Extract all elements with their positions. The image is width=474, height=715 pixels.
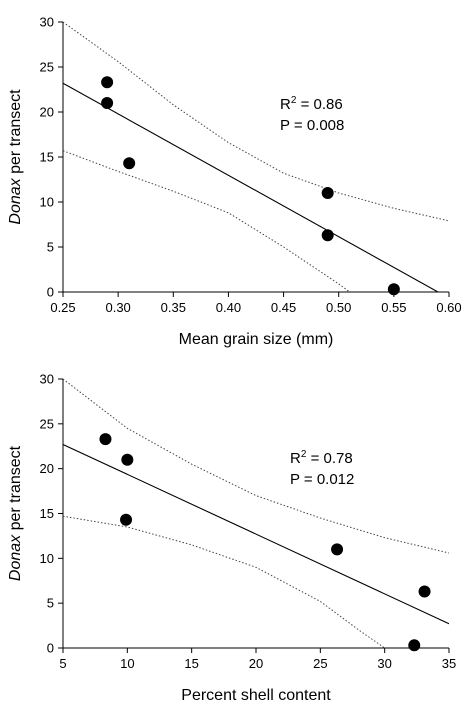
x-tick-label: 5 xyxy=(59,656,66,671)
y-tick-label: 5 xyxy=(47,596,54,611)
y-tick-label: 5 xyxy=(47,240,54,255)
y-tick-label: 0 xyxy=(47,641,54,656)
x-tick-label: 35 xyxy=(442,656,456,671)
x-tick-label: 30 xyxy=(377,656,391,671)
y-tick-label: 10 xyxy=(40,195,54,210)
x-tick-label: 0.40 xyxy=(216,300,241,315)
data-point xyxy=(387,283,400,296)
y-tick-label: 20 xyxy=(40,105,54,120)
r-squared-label: R2 = 0.86 xyxy=(280,95,343,113)
y-tick-label: 10 xyxy=(40,551,54,566)
r-squared-superscript: 2 xyxy=(301,449,307,460)
data-point xyxy=(120,513,133,526)
data-point xyxy=(418,585,431,598)
y-axis-title-italic: Donax xyxy=(7,177,24,224)
y-tick-label: 25 xyxy=(40,60,54,75)
x-tick-label: 0.50 xyxy=(326,300,351,315)
regression-line xyxy=(63,443,449,625)
ci-lower-line xyxy=(63,150,350,292)
r-squared-symbol: R xyxy=(290,450,301,467)
data-point xyxy=(99,433,112,446)
y-tick-label: 30 xyxy=(40,15,54,30)
y-axis-title: Donax per transect xyxy=(7,445,24,581)
panel-grain-size: 0 5 10 15 20 25 30 0.25 0.30 0.35 0.40 0.45 0.50 0.55… xyxy=(7,15,462,349)
r-squared-symbol: R xyxy=(280,96,291,113)
data-point xyxy=(123,157,136,170)
ci-upper-line xyxy=(63,378,449,554)
y-tick-label: 15 xyxy=(40,506,54,521)
x-tick-label: 0.60 xyxy=(436,300,461,315)
x-tick-label: 25 xyxy=(313,656,327,671)
x-axis-title: Mean grain size (mm) xyxy=(179,331,334,348)
data-point xyxy=(121,453,134,466)
x-tick-label: 0.55 xyxy=(381,300,406,315)
y-axis-title-rest: per transect xyxy=(7,445,24,534)
data-point xyxy=(331,543,344,556)
x-tick-label: 15 xyxy=(184,656,198,671)
data-point xyxy=(321,187,334,199)
y-axis-title-rest: per transect xyxy=(7,89,24,178)
y-axis-title: Donax per transect xyxy=(7,89,24,225)
y-tick-label: 0 xyxy=(47,285,54,300)
x-tick-label: 10 xyxy=(120,656,134,671)
r-squared-label: R2 = 0.78 xyxy=(290,449,353,467)
x-tick-label: 0.25 xyxy=(50,300,75,315)
y-tick-label: 30 xyxy=(40,372,54,387)
y-tick-label: 20 xyxy=(40,461,54,476)
x-tick-label: 0.45 xyxy=(271,300,296,315)
data-point xyxy=(321,229,334,242)
r-squared-value: = 0.78 xyxy=(306,450,352,467)
r-squared-superscript: 2 xyxy=(291,95,297,106)
p-value-label: P = 0.008 xyxy=(280,117,344,134)
data-point xyxy=(101,97,114,109)
data-point xyxy=(101,76,114,89)
x-tick-label: 0.35 xyxy=(161,300,186,315)
x-tick-label: 20 xyxy=(249,656,263,671)
r-squared-value: = 0.86 xyxy=(296,96,342,113)
regression-line xyxy=(63,82,439,292)
ci-lower-line xyxy=(63,515,385,648)
p-value-label: P = 0.012 xyxy=(290,471,354,488)
x-tick-label: 0.30 xyxy=(105,300,130,315)
data-point xyxy=(408,639,421,652)
y-axis-title-italic: Donax xyxy=(7,534,24,581)
y-tick-label: 15 xyxy=(40,150,54,165)
y-tick-label: 25 xyxy=(40,416,54,431)
x-axis-title: Percent shell content xyxy=(181,687,331,704)
